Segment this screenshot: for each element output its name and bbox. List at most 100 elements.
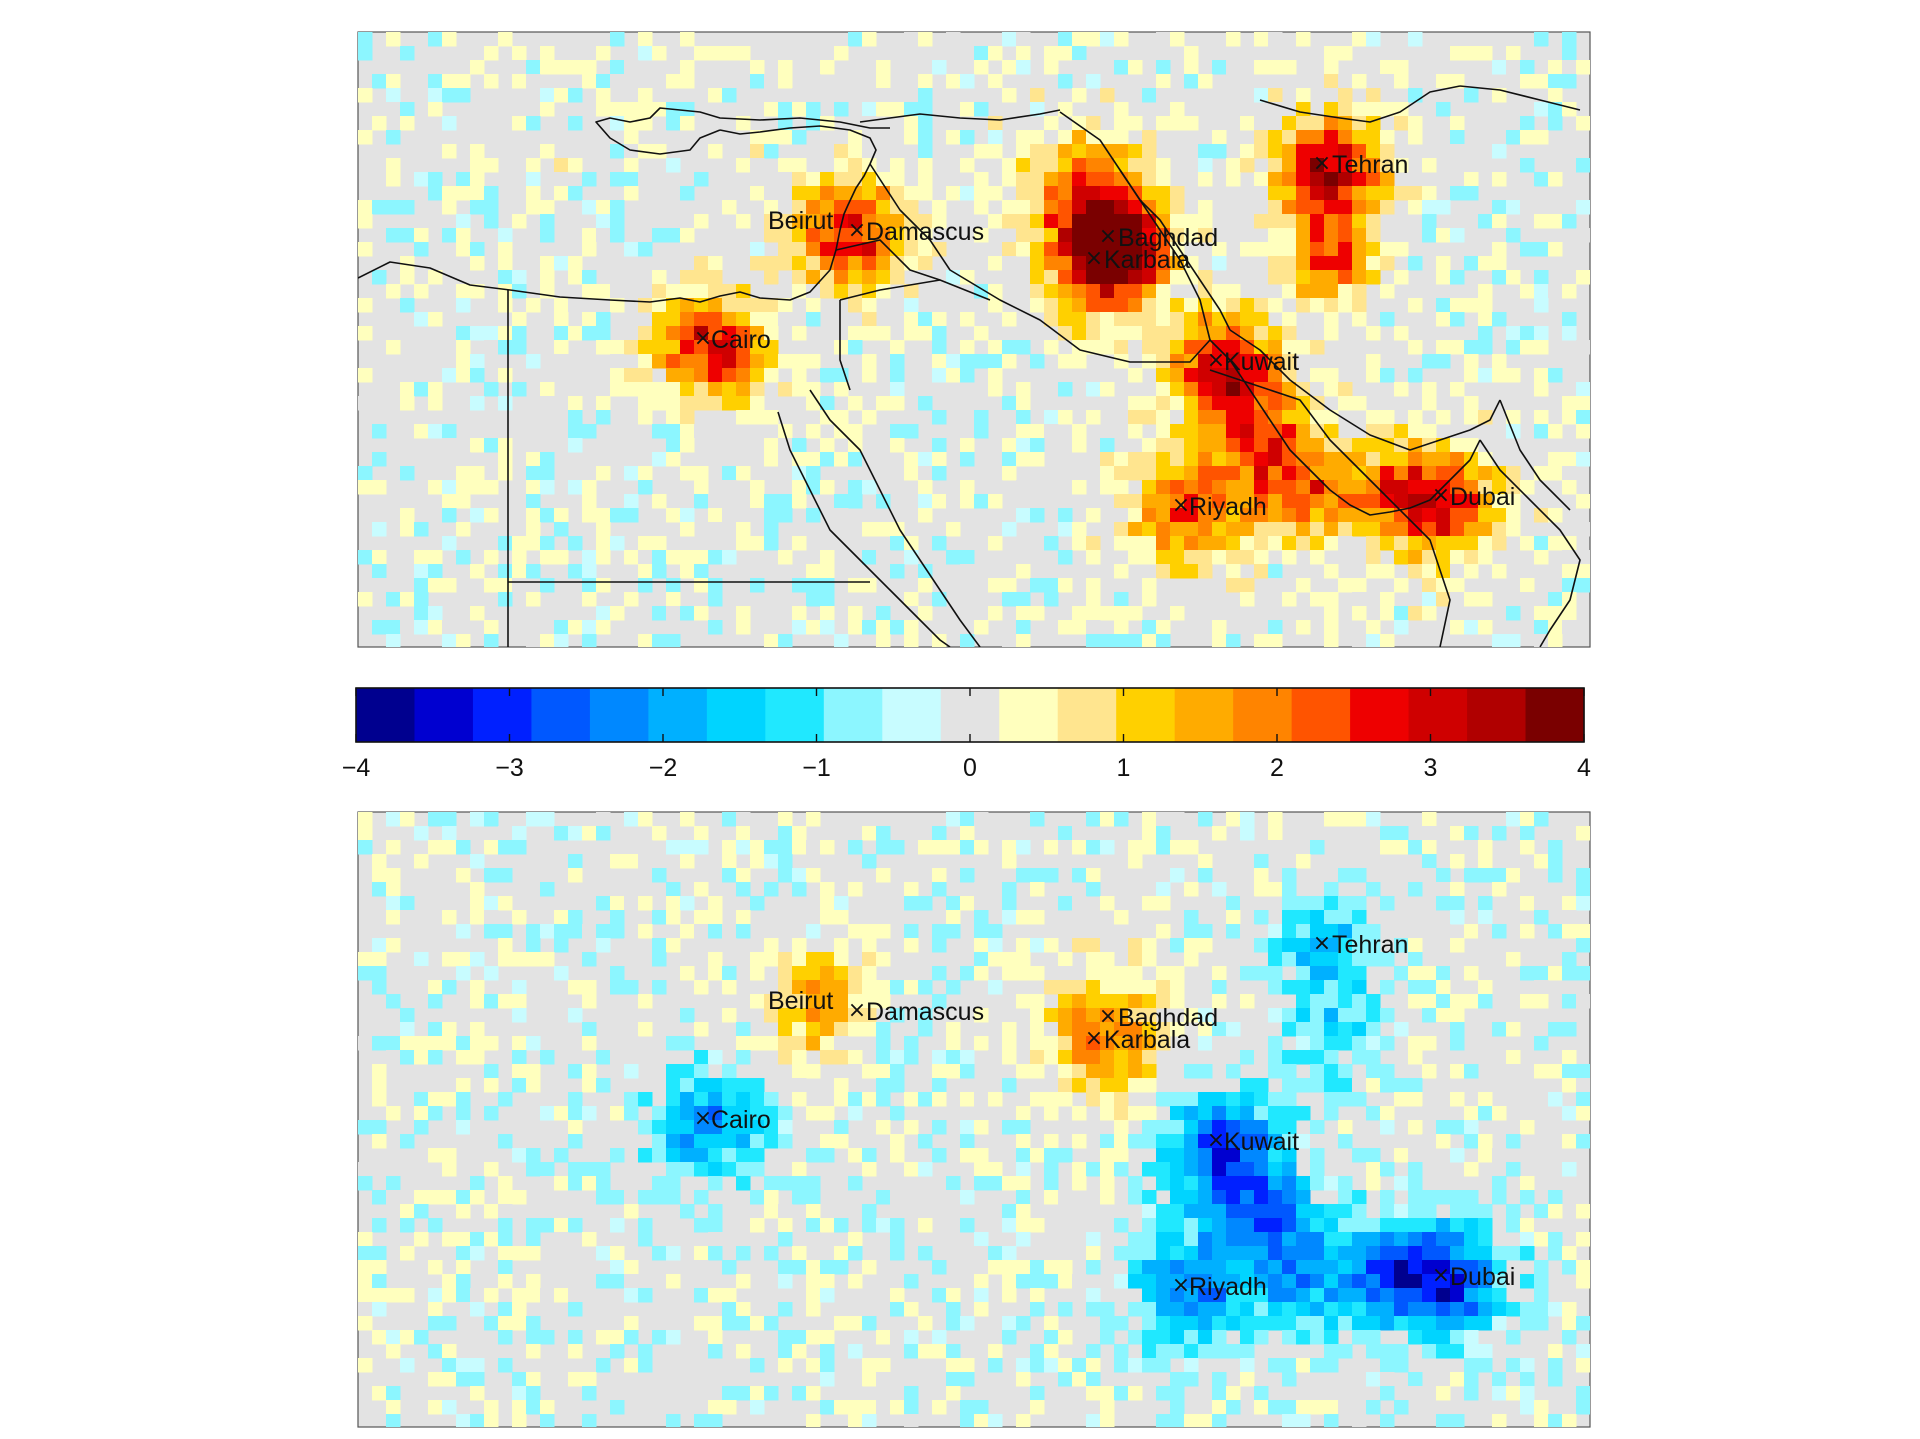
anomaly-cell: [1086, 1302, 1101, 1317]
anomaly-cell: [1016, 130, 1031, 145]
anomaly-cell: [1296, 1078, 1311, 1093]
anomaly-cell: [1072, 200, 1087, 215]
anomaly-cell: [988, 1246, 1003, 1261]
anomaly-cell: [610, 298, 625, 313]
anomaly-cell: [1380, 102, 1395, 117]
anomaly-cell: [764, 228, 779, 243]
anomaly-cell: [1408, 186, 1423, 201]
anomaly-cell: [1156, 74, 1171, 89]
anomaly-cell: [974, 410, 989, 425]
anomaly-cell: [1016, 172, 1031, 187]
anomaly-cell: [1226, 606, 1241, 621]
anomaly-cell: [918, 242, 933, 257]
anomaly-cell: [834, 1260, 849, 1275]
anomaly-cell: [372, 200, 387, 215]
anomaly-cell: [1520, 200, 1535, 215]
anomaly-cell: [1520, 1246, 1535, 1261]
anomaly-cell: [610, 60, 625, 75]
anomaly-cell: [1534, 102, 1549, 117]
anomaly-cell: [1198, 564, 1213, 579]
anomaly-cell: [456, 88, 471, 103]
anomaly-cell: [1268, 882, 1283, 897]
anomaly-cell: [1226, 326, 1241, 341]
anomaly-cell: [526, 116, 541, 131]
anomaly-cell: [736, 812, 751, 827]
anomaly-cell: [1226, 270, 1241, 285]
anomaly-cell: [1128, 466, 1143, 481]
anomaly-cell: [1338, 284, 1353, 299]
anomaly-cell: [372, 882, 387, 897]
anomaly-cell: [1324, 466, 1339, 481]
anomaly-cell: [1212, 966, 1227, 981]
anomaly-cell: [568, 438, 583, 453]
anomaly-cell: [862, 1358, 877, 1373]
anomaly-cell: [1030, 242, 1045, 257]
anomaly-cell: [400, 256, 415, 271]
anomaly-cell: [1002, 522, 1017, 537]
anomaly-cell: [1562, 326, 1577, 341]
anomaly-cell: [1100, 1400, 1115, 1415]
anomaly-cell: [358, 550, 373, 565]
anomaly-cell: [1212, 424, 1227, 439]
anomaly-cell: [1520, 592, 1535, 607]
anomaly-cell: [708, 1092, 723, 1107]
anomaly-cell: [1086, 214, 1101, 229]
anomaly-cell: [610, 1330, 625, 1345]
anomaly-cell: [722, 396, 737, 411]
anomaly-cell: [498, 256, 513, 271]
anomaly-cell: [1184, 1372, 1199, 1387]
anomaly-cell: [456, 228, 471, 243]
anomaly-cell: [610, 214, 625, 229]
anomaly-cell: [400, 466, 415, 481]
anomaly-cell: [1450, 480, 1465, 495]
anomaly-cell: [400, 812, 415, 827]
anomaly-cell: [1450, 494, 1465, 509]
anomaly-cell: [848, 172, 863, 187]
anomaly-cell: [1156, 298, 1171, 313]
anomaly-cell: [1436, 896, 1451, 911]
anomaly-cell: [1170, 368, 1185, 383]
damascus-marker: ×: [848, 218, 866, 243]
anomaly-cell: [1366, 270, 1381, 285]
anomaly-cell: [1338, 1400, 1353, 1415]
anomaly-cell: [988, 578, 1003, 593]
anomaly-cell: [1310, 284, 1325, 299]
anomaly-cell: [1296, 1274, 1311, 1289]
anomaly-cell: [1128, 200, 1143, 215]
anomaly-cell: [1086, 606, 1101, 621]
anomaly-cell: [1058, 1008, 1073, 1023]
anomaly-cell: [946, 1064, 961, 1079]
anomaly-cell: [694, 840, 709, 855]
anomaly-cell: [694, 46, 709, 61]
anomaly-cell: [498, 284, 513, 299]
anomaly-cell: [1464, 994, 1479, 1009]
anomaly-cell: [750, 298, 765, 313]
anomaly-cell: [568, 868, 583, 883]
anomaly-cell: [1268, 924, 1283, 939]
anomaly-cell: [1044, 1022, 1059, 1037]
anomaly-cell: [932, 60, 947, 75]
anomaly-cell: [1212, 1344, 1227, 1359]
anomaly-cell: [890, 1190, 905, 1205]
anomaly-cell: [512, 1190, 527, 1205]
top-map-cities: × Tehran × Baghdad × Karbala Beirut × Da…: [694, 151, 1516, 521]
anomaly-cell: [1324, 1036, 1339, 1051]
anomaly-cell: [680, 228, 695, 243]
anomaly-cell: [1268, 186, 1283, 201]
anomaly-cell: [1254, 494, 1269, 509]
anomaly-cell: [568, 256, 583, 271]
anomaly-cell: [1506, 508, 1521, 523]
anomaly-cell: [834, 966, 849, 981]
anomaly-cell: [876, 1330, 891, 1345]
anomaly-cell: [1254, 144, 1269, 159]
anomaly-cell: [1072, 228, 1087, 243]
anomaly-cell: [1184, 256, 1199, 271]
anomaly-cell: [1492, 1176, 1507, 1191]
anomaly-cell: [722, 508, 737, 523]
anomaly-cell: [1338, 480, 1353, 495]
anomaly-cell: [1170, 1148, 1185, 1163]
anomaly-cell: [1072, 186, 1087, 201]
anomaly-cell: [862, 410, 877, 425]
anomaly-cell: [1184, 1288, 1199, 1303]
anomaly-cell: [1408, 522, 1423, 537]
